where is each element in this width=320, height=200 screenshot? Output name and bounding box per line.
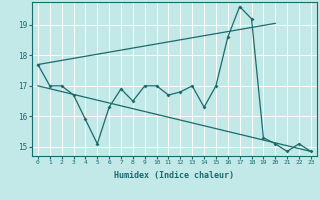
X-axis label: Humidex (Indice chaleur): Humidex (Indice chaleur) [115,171,234,180]
